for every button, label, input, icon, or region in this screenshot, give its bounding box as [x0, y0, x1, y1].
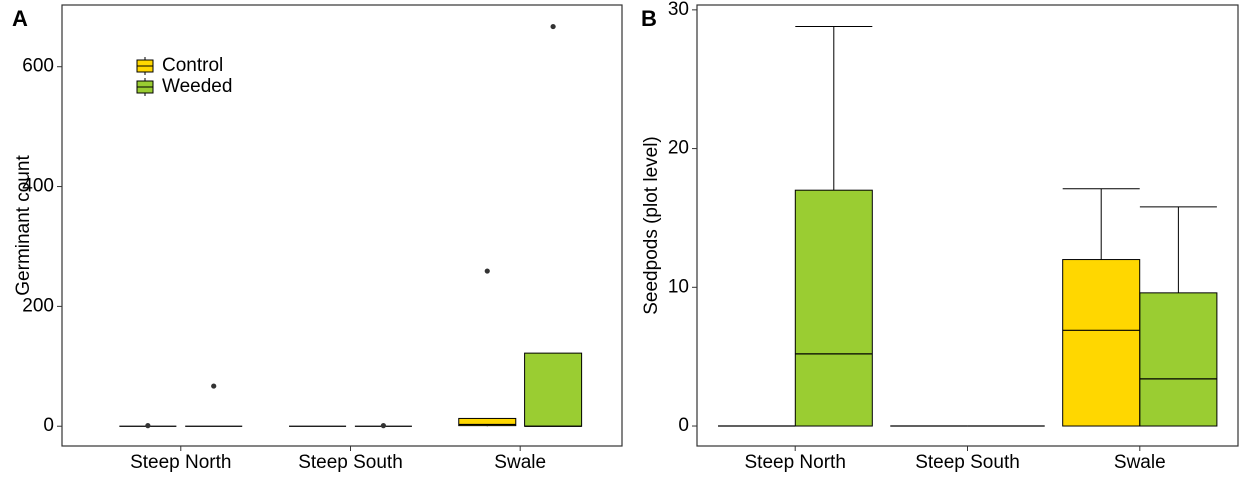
x-tick-label: Swale [494, 452, 546, 473]
outlier [211, 383, 217, 389]
y-tick-label: 30 [668, 0, 689, 20]
outlier [145, 423, 151, 429]
y-axis-title: Seedpods (plot level) [641, 136, 662, 315]
x-tick-label: Steep South [298, 452, 403, 473]
box [794, 189, 873, 427]
y-axis-title: Germinant count [13, 155, 34, 296]
outlier [484, 268, 490, 274]
legend-label: Control [162, 55, 223, 76]
outlier [380, 423, 387, 429]
y-tick-label: 10 [668, 276, 689, 297]
box [1139, 292, 1218, 427]
y-tick-label: 0 [43, 415, 54, 436]
plot-frame [61, 4, 623, 447]
box [524, 352, 583, 427]
x-tick-label: Steep North [745, 452, 846, 473]
panel-label: A [12, 6, 28, 31]
x-tick-label: Swale [1114, 452, 1166, 473]
x-tick-label: Steep South [915, 452, 1020, 473]
outlier [550, 23, 556, 30]
y-tick-label: 400 [22, 176, 54, 197]
y-tick-label: 20 [668, 138, 689, 159]
y-tick-label: 200 [22, 295, 54, 316]
y-tick-label: 600 [22, 56, 54, 77]
box [458, 417, 517, 427]
y-tick-label: 0 [678, 415, 689, 436]
legend-label: Weeded [162, 76, 232, 97]
x-tick-label: Steep North [130, 452, 231, 473]
panel-label: B [641, 6, 657, 31]
box [1062, 259, 1141, 427]
